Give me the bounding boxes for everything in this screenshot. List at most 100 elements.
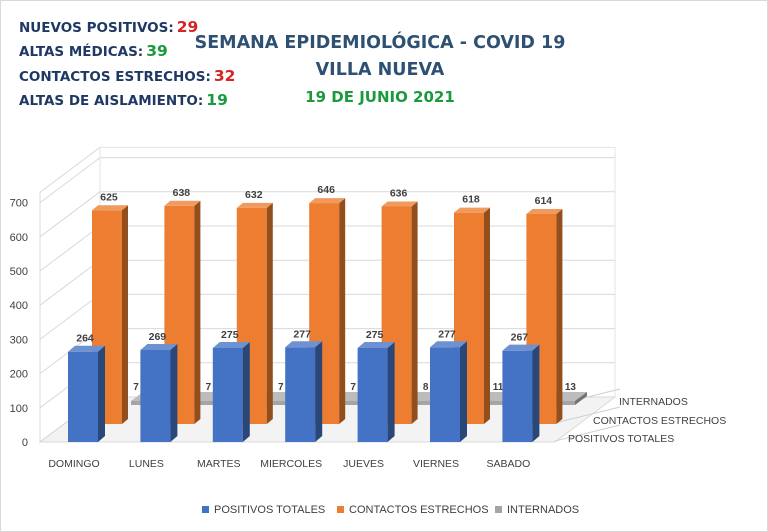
y-tick-label: 600 [10,232,28,244]
data-label-positivos: 267 [511,332,529,344]
data-label-positivos: 277 [438,328,456,340]
data-label-internados: 11 [493,382,504,393]
bar-side-0 [98,345,105,442]
bar-side-0 [170,344,178,442]
bar-front-0 [212,347,243,442]
bar-top-0 [285,341,323,348]
bar-side-1 [194,200,201,424]
bar-top-0 [502,344,540,351]
depth-axis-label: CONTACTOS ESTRECHOS [593,415,726,427]
data-label-internados: 13 [565,382,577,393]
data-label-positivos: 275 [366,329,384,341]
data-label-contactos: 618 [462,194,480,206]
data-label-positivos: 277 [293,328,311,340]
stat-altas-aislamiento: ALTAS DE AISLAMIENTO: 19 [19,91,228,109]
stat-nuevos-positivos: NUEVOS POSITIVOS: 29 [19,18,198,36]
legend-swatch [337,506,344,513]
bar-top-1 [236,202,273,208]
gridline [39,157,615,204]
bar-side-1 [411,201,418,424]
legend-item-positivos: POSITIVOS TOTALES [202,504,325,516]
y-tick-label: 200 [10,369,28,381]
bar-top-1 [381,201,418,207]
stat-label: ALTAS DE AISLAMIENTO: [19,93,204,109]
bar-top-1 [92,205,128,211]
data-label-contactos: 625 [100,191,118,203]
stat-value: 32 [213,67,236,85]
bar-top-1 [309,198,346,204]
bar-front-0 [285,347,316,442]
bar-front-0 [502,350,533,442]
bar-front-0 [68,351,98,442]
legend-label: CONTACTOS ESTRECHOS [349,504,489,516]
depth-axis-line [554,406,621,424]
x-tick-label: MARTES [197,458,241,470]
bar-side-1 [556,209,563,424]
legend-label: INTERNADOS [507,504,580,516]
y-tick-label: 400 [10,300,28,312]
bar-top-1 [526,209,563,215]
bar-top-1 [164,200,201,206]
data-label-internados: 8 [423,382,429,393]
data-label-positivos: 275 [221,329,239,341]
data-label-internados: 7 [133,382,139,393]
legend-item-contactos: CONTACTOS ESTRECHOS [337,504,489,516]
chart-title: SEMANA EPIDEMIOLÓGICA - COVID 19 [194,33,566,53]
bar-side-1 [122,205,128,424]
legend-label: POSITIVOS TOTALES [214,504,326,516]
stat-altas-medicas: ALTAS MÉDICAS: 39 [19,42,168,60]
y-tick-label: 500 [10,266,28,278]
stat-value: 29 [176,18,199,36]
x-tick-label: LUNES [129,458,164,470]
chart-date: 19 DE JUNIO 2021 [305,88,455,106]
bar-side-0 [242,341,250,442]
x-tick-label: VIERNES [413,458,459,470]
x-tick-label: JUEVES [343,458,384,470]
stat-value: 19 [206,91,228,109]
legend-item-internados: INTERNADOS [495,504,579,516]
bar-top-1 [454,207,490,213]
bar-side-0 [460,341,467,442]
bar-top-0 [68,345,105,352]
internados-front [131,401,575,405]
bar-front-0 [357,347,388,442]
data-label-positivos: 264 [76,333,94,345]
y-tick-label: 300 [10,334,28,346]
depth-axis-label: POSITIVOS TOTALES [568,433,674,445]
stat-label: CONTACTOS ESTRECHOS: [19,69,211,85]
data-label-internados: 7 [278,382,284,393]
data-label-contactos: 646 [317,184,335,196]
stat-label: NUEVOS POSITIVOS: [19,20,174,36]
data-label-contactos: 614 [535,195,553,207]
stat-contactos-estrechos: CONTACTOS ESTRECHOS: 32 [19,67,235,85]
stat-label: ALTAS MÉDICAS: [19,44,144,60]
bar-top-0 [430,341,467,348]
chart-subtitle: VILLA NUEVA [315,60,445,80]
bar-side-0 [532,344,540,442]
depth-axis-line [554,424,621,442]
x-tick-label: DOMINGO [48,458,99,470]
bar-side-1 [484,207,490,424]
data-label-positivos: 269 [149,331,167,343]
gridline [39,191,615,238]
depth-axis-label: INTERNADOS [619,396,688,408]
data-label-contactos: 638 [173,187,191,199]
x-tick-label: SABADO [487,458,531,470]
y-tick-label: 700 [10,198,28,210]
bar-side-1 [266,202,273,424]
bar-top-0 [212,341,250,348]
bar-top-0 [357,341,395,348]
data-label-internados: 7 [350,382,356,393]
x-tick-label: MIERCOLES [260,458,322,470]
bar-side-1 [339,198,346,424]
bar-front-0 [430,347,460,442]
internados-side [575,392,587,405]
data-label-internados: 7 [206,382,212,393]
y-tick-label: 100 [10,403,28,415]
data-label-contactos: 632 [245,189,263,201]
legend-swatch [495,506,502,513]
bar-side-0 [315,341,323,442]
data-label-contactos: 636 [390,187,408,199]
y-tick-label: 0 [22,437,28,449]
